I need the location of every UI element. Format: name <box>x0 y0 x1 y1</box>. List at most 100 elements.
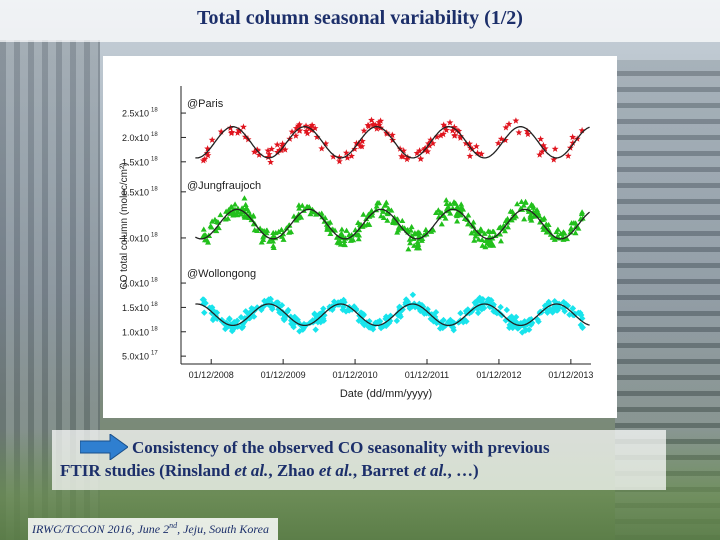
jungfraujoch-data-point <box>296 205 303 211</box>
paris-data-point <box>307 123 315 130</box>
jungfraujoch-data-point <box>224 215 231 221</box>
jungfraujoch-data-point <box>461 215 468 221</box>
paris-data-point <box>450 123 458 131</box>
jungfraujoch-data-point <box>579 209 586 215</box>
slide-title: Total column seasonal variability (1/2) <box>197 7 523 29</box>
jungfraujoch-data-point <box>501 227 508 234</box>
jungfraujoch-data-point <box>338 226 345 232</box>
jungfraujoch-data-point <box>299 202 306 208</box>
jungfraujoch-data-point <box>358 221 365 228</box>
jungfraujoch-data-point <box>239 205 246 211</box>
wollongong-data-point <box>210 315 217 322</box>
jungfraujoch-data-point <box>381 202 388 208</box>
jungfraujoch-data-point <box>564 235 571 242</box>
jungfraujoch-data-point <box>471 237 478 243</box>
seasonal-fit-curve <box>195 126 590 159</box>
wollongong-data-point <box>237 314 245 321</box>
wollongong-data-point <box>287 313 294 320</box>
wollongong-data-point <box>339 306 346 313</box>
y-tick-exponent: 18 <box>151 108 158 114</box>
caption-text: , Zhao <box>268 461 319 480</box>
jungfraujoch-data-point <box>242 201 249 207</box>
paris-data-point <box>451 132 458 139</box>
wollongong-data-point <box>402 301 409 308</box>
paris-data-point <box>375 118 383 126</box>
paris-data-point <box>278 142 286 149</box>
paris-data-point <box>446 119 454 126</box>
wollongong-data-point <box>206 304 213 312</box>
y-tick-label: 2.0x10 <box>122 133 149 143</box>
paris-data-point <box>541 145 549 152</box>
paris-data-point <box>439 130 447 138</box>
jungfraujoch-data-point <box>388 207 395 213</box>
jungfraujoch-data-point <box>490 228 497 234</box>
jungfraujoch-data-point <box>208 224 215 230</box>
paris-data-point <box>371 121 379 129</box>
wollongong-data-point <box>248 307 255 315</box>
wollongong-data-point <box>269 304 276 311</box>
jungfraujoch-data-point <box>295 211 302 217</box>
paris-data-point <box>540 141 547 149</box>
paris-data-point <box>424 148 432 155</box>
paris-data-point <box>208 136 216 143</box>
paris-data-point <box>251 148 258 155</box>
jungfraujoch-data-point <box>390 217 397 224</box>
paris-data-point <box>457 134 464 141</box>
wollongong-data-point <box>421 309 428 317</box>
paris-data-point <box>368 116 375 124</box>
y-tick-label: 2.0x10 <box>122 279 149 289</box>
jungfraujoch-data-point <box>520 202 527 208</box>
jungfraujoch-data-point <box>521 216 528 222</box>
jungfraujoch-data-point <box>454 218 461 224</box>
jungfraujoch-data-point <box>408 223 415 230</box>
jungfraujoch-data-point <box>487 239 494 245</box>
paris-data-point <box>538 148 546 155</box>
paris-data-point <box>302 122 310 129</box>
footer-text: IRWG/TCCON 2016, June 2 <box>32 522 170 536</box>
jungfraujoch-data-point <box>363 215 370 222</box>
caption-text: , …) <box>447 461 479 480</box>
jungfraujoch-data-point <box>399 217 406 224</box>
paris-data-point <box>494 139 502 147</box>
wollongong-data-point <box>280 316 288 324</box>
jungfraujoch-data-point <box>575 225 582 231</box>
jungfraujoch-data-point <box>341 241 348 248</box>
jungfraujoch-data-point <box>201 232 208 238</box>
wollongong-data-point <box>234 317 241 324</box>
paris-data-point <box>311 124 319 132</box>
paris-data-point <box>400 147 408 154</box>
paris-data-point <box>524 130 532 138</box>
paris-data-point <box>267 158 274 166</box>
jungfraujoch-data-point <box>374 200 381 206</box>
jungfraujoch-data-point <box>322 214 329 221</box>
wollongong-data-point <box>329 306 336 313</box>
jungfraujoch-data-point <box>475 236 482 242</box>
jungfraujoch-data-point <box>422 226 429 232</box>
y-tick-exponent: 18 <box>151 132 158 138</box>
paris-data-point <box>416 147 424 154</box>
jungfraujoch-data-point <box>324 226 331 232</box>
paris-data-point <box>440 121 448 128</box>
wollongong-data-point <box>474 309 482 317</box>
caption-etal: et al. <box>234 461 269 480</box>
paris-data-point <box>377 117 385 124</box>
wollongong-data-point <box>541 302 549 309</box>
wollongong-data-point <box>473 304 481 312</box>
paris-data-point <box>241 133 249 140</box>
jungfraujoch-data-point <box>454 203 461 210</box>
jungfraujoch-data-point <box>232 201 239 207</box>
jungfraujoch-data-point <box>497 231 504 237</box>
paris-data-point <box>295 127 303 134</box>
jungfraujoch-data-point <box>355 236 362 242</box>
wollongong-data-point <box>463 318 470 325</box>
paris-data-point <box>264 147 272 154</box>
jungfraujoch-data-point <box>360 211 367 217</box>
wollongong-data-point <box>505 315 513 323</box>
y-axis-label: CO total column (molec/cm²) <box>119 162 130 289</box>
paris-data-point <box>369 121 377 128</box>
wollongong-data-point <box>497 303 504 311</box>
jungfraujoch-data-point <box>270 242 277 249</box>
footer-box <box>28 518 278 540</box>
wollongong-data-point <box>201 309 208 316</box>
